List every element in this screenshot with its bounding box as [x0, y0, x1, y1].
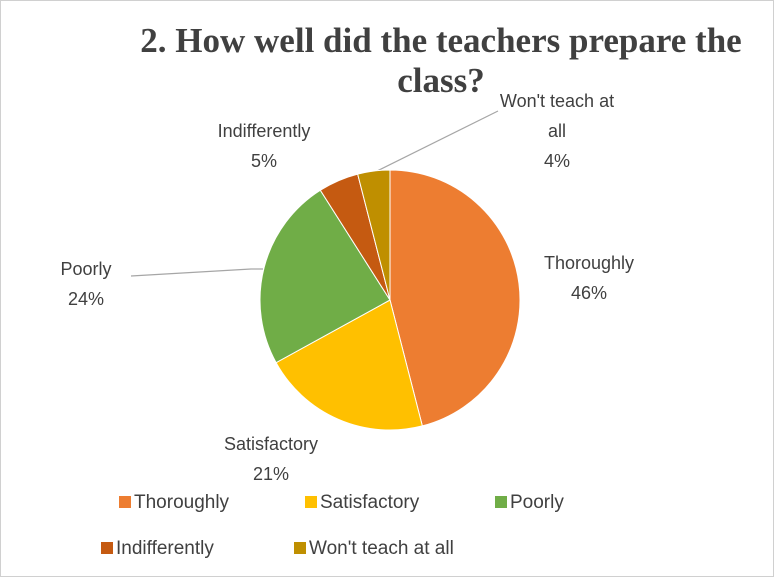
legend-swatch [294, 542, 306, 554]
pie-slice [389, 169, 521, 427]
legend-item: Poorly [495, 492, 564, 514]
legend-swatch [101, 542, 113, 554]
category-label: Satisfactory [223, 434, 319, 454]
legend-label: Indifferently [116, 538, 214, 559]
value-label: 21% [252, 464, 290, 484]
value-label: 46% [570, 283, 608, 303]
pie-slice [357, 169, 391, 301]
value-label: 4% [543, 151, 570, 171]
category-label: Won't teach at all [499, 91, 615, 141]
legend-label: Thoroughly [134, 492, 230, 513]
legend-label: Satisfactory [320, 492, 420, 513]
value-label: 5% [250, 151, 277, 171]
legend-swatch [495, 496, 507, 508]
leader-line [130, 268, 263, 277]
leader-line [372, 110, 499, 174]
legend-item: Satisfactory [305, 492, 419, 514]
pie-slice [259, 189, 391, 364]
category-label: Thoroughly [543, 253, 635, 273]
legend-item: Thoroughly [119, 492, 229, 514]
legend-item: Won't teach at all [294, 538, 454, 560]
category-label: Indifferently [217, 121, 311, 141]
legend-swatch [305, 496, 317, 508]
value-label: 24% [67, 289, 105, 309]
pie-slice [275, 299, 423, 431]
legend-label: Poorly [510, 492, 564, 513]
chart-title: 2. How well did the teachers prepare the… [140, 21, 742, 100]
legend-item: Indifferently [101, 538, 214, 560]
legend-swatch [119, 496, 131, 508]
category-label: Poorly [60, 259, 112, 279]
legend-label: Won't teach at all [309, 538, 454, 559]
